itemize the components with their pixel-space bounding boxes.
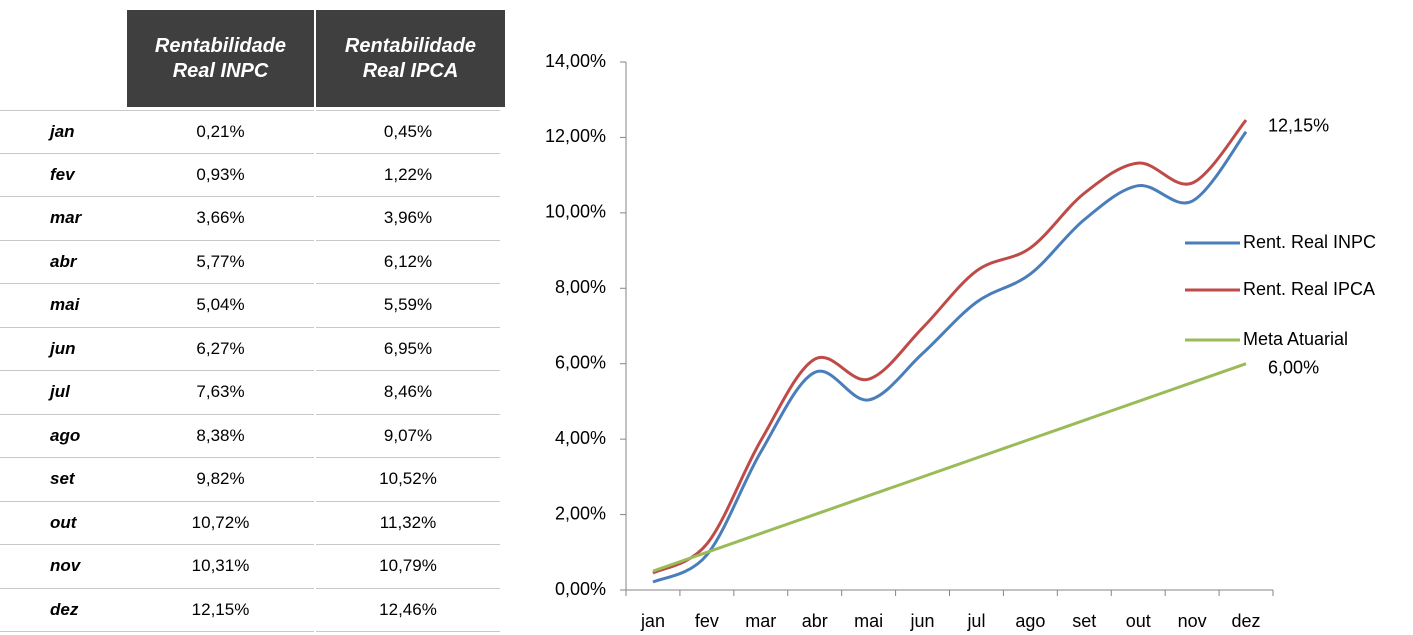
legend-label: Rent. Real IPCA [1243, 279, 1375, 299]
table-cell: 12,15% [127, 589, 314, 632]
data-label: 12,15% [1268, 116, 1329, 136]
table-cell: 8,46% [316, 371, 500, 415]
y-tick-label: 2,00% [555, 503, 606, 523]
x-tick-label: out [1126, 611, 1151, 631]
row-label: abr [0, 241, 127, 284]
row-label: fev [0, 154, 127, 197]
y-tick-label: 10,00% [545, 202, 606, 222]
row-label: set [0, 458, 127, 502]
y-tick-label: 8,00% [555, 277, 606, 297]
x-tick-label: jan [640, 611, 665, 631]
line-series [652, 119, 1248, 575]
row-label: mai [0, 284, 127, 328]
y-tick-label: 0,00% [555, 579, 606, 599]
row-label: nov [0, 545, 127, 589]
table-cell: 6,95% [316, 328, 500, 371]
x-tick-label: fev [695, 611, 719, 631]
x-tick-label: set [1072, 611, 1096, 631]
table-cell: 0,93% [127, 154, 314, 197]
row-label: out [0, 502, 127, 545]
y-tick-label: 14,00% [545, 51, 606, 71]
table-cell: 12,46% [316, 589, 500, 632]
y-tick-label: 12,00% [545, 126, 606, 146]
row-label: jun [0, 328, 127, 371]
x-tick-label: ago [1015, 611, 1045, 631]
table-cell: 8,38% [127, 415, 314, 458]
table-cell: 9,07% [316, 415, 500, 458]
x-tick-label: nov [1178, 611, 1207, 631]
row-label: jan [0, 110, 127, 154]
legend-label: Meta Atuarial [1243, 329, 1348, 349]
table-cell: 10,52% [316, 458, 500, 502]
table-cell: 10,31% [127, 545, 314, 589]
table-cell: 11,32% [316, 502, 500, 545]
x-tick-label: mar [745, 611, 776, 631]
data-label: 6,00% [1268, 357, 1319, 377]
row-label: mar [0, 197, 127, 241]
table-cell: 0,45% [316, 110, 500, 154]
line-series [652, 130, 1248, 584]
table-cell: 5,77% [127, 241, 314, 284]
row-label: jul [0, 371, 127, 415]
column-header: Rentabilidade Real IPCA [316, 10, 505, 107]
data-table: Rentabilidade Real INPC Rentabilidade Rea… [0, 0, 510, 635]
row-label: dez [0, 589, 127, 632]
line-series [652, 362, 1247, 573]
table-cell: 10,79% [316, 545, 500, 589]
table-cell: 5,04% [127, 284, 314, 328]
x-tick-label: jun [910, 611, 935, 631]
table-cell: 3,96% [316, 197, 500, 241]
y-tick-label: 6,00% [555, 352, 606, 372]
row-label: ago [0, 415, 127, 458]
column-header: Rentabilidade Real INPC [127, 10, 314, 107]
table-cell: 7,63% [127, 371, 314, 415]
table-cell: 10,72% [127, 502, 314, 545]
x-tick-label: dez [1232, 611, 1261, 631]
x-tick-label: jul [966, 611, 985, 631]
table-cell: 5,59% [316, 284, 500, 328]
table-cell: 1,22% [316, 154, 500, 197]
x-tick-label: mai [854, 611, 883, 631]
legend-label: Rent. Real INPC [1243, 232, 1376, 252]
x-tick-label: abr [802, 611, 828, 631]
table-cell: 6,27% [127, 328, 314, 371]
table-cell: 9,82% [127, 458, 314, 502]
table-cell: 6,12% [316, 241, 500, 284]
table-cell: 0,21% [127, 110, 314, 154]
y-tick-label: 4,00% [555, 428, 606, 448]
table-cell: 3,66% [127, 197, 314, 241]
